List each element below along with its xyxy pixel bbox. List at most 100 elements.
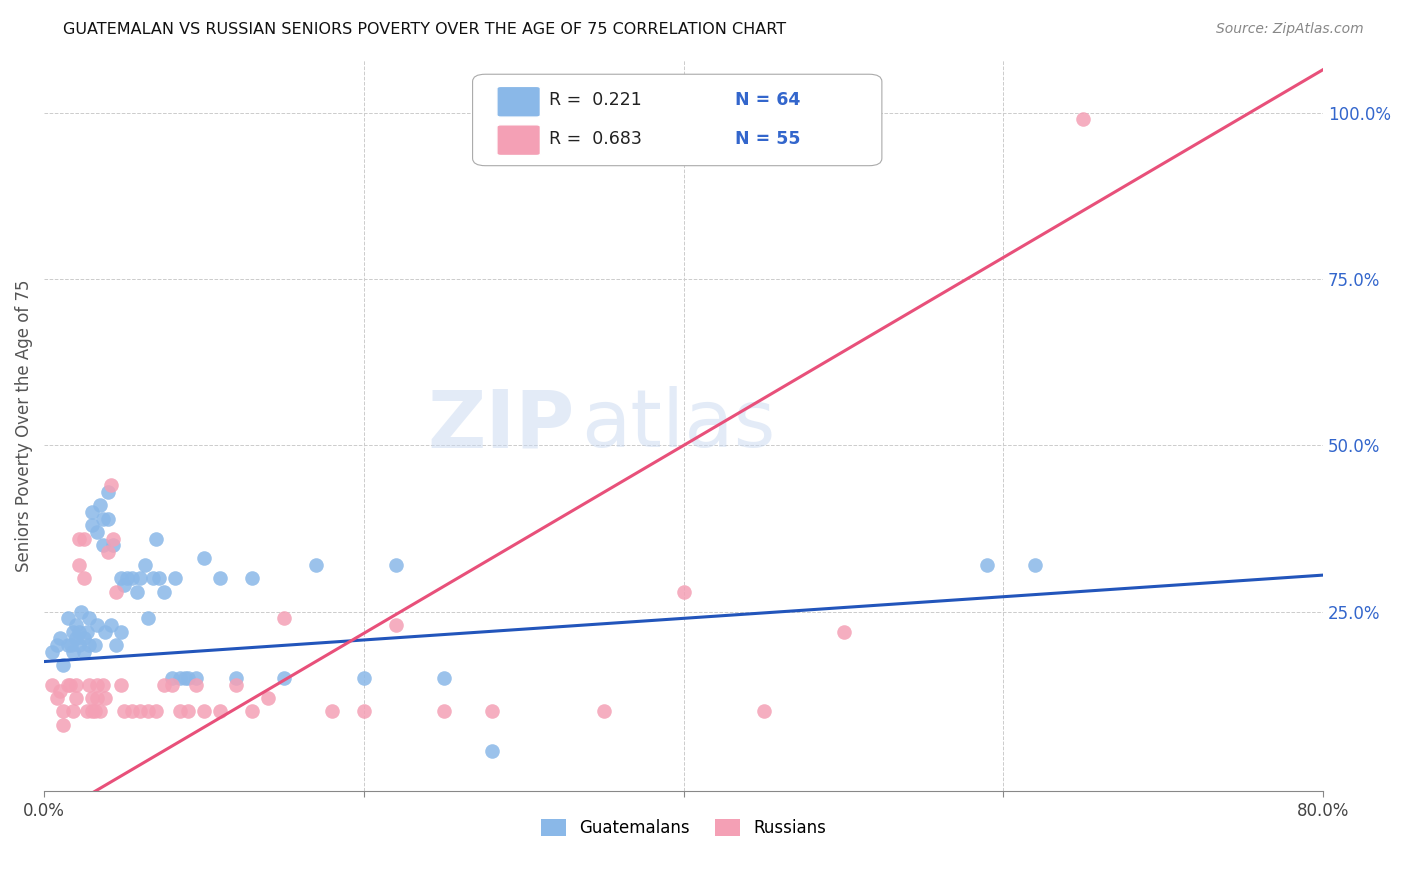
Point — [433, 705, 456, 719]
Point — [52, 705, 75, 719]
Point — [94, 624, 117, 639]
Point — [1071, 112, 1094, 127]
Point — [101, 538, 124, 552]
Point — [56, 638, 79, 652]
Point — [86, 691, 108, 706]
Point — [321, 705, 343, 719]
Point — [385, 618, 408, 632]
Point — [89, 498, 111, 512]
Point — [97, 485, 120, 500]
Point — [52, 718, 75, 732]
Point — [97, 545, 120, 559]
Point — [65, 678, 87, 692]
Point — [49, 632, 72, 646]
Point — [73, 632, 96, 646]
Text: N = 55: N = 55 — [735, 129, 800, 148]
Point — [353, 671, 375, 685]
FancyBboxPatch shape — [496, 87, 540, 117]
Point — [208, 705, 231, 719]
Point — [976, 558, 998, 573]
Point — [110, 571, 132, 585]
Text: N = 64: N = 64 — [735, 91, 800, 110]
Legend: Guatemalans, Russians: Guatemalans, Russians — [533, 810, 835, 845]
Point — [184, 678, 207, 692]
Point — [73, 532, 96, 546]
Point — [136, 611, 159, 625]
Point — [184, 671, 207, 685]
Point — [52, 657, 75, 672]
Point — [121, 705, 143, 719]
Point — [173, 671, 195, 685]
Point — [65, 691, 87, 706]
Point — [77, 678, 100, 692]
Point — [76, 705, 98, 719]
Point — [73, 644, 96, 658]
Point — [169, 705, 191, 719]
Point — [67, 624, 90, 639]
Point — [165, 571, 187, 585]
Point — [117, 571, 139, 585]
Point — [145, 705, 167, 719]
Point — [672, 584, 695, 599]
Point — [193, 705, 215, 719]
Point — [481, 705, 503, 719]
Text: R =  0.221: R = 0.221 — [550, 91, 643, 110]
Point — [112, 705, 135, 719]
Text: Source: ZipAtlas.com: Source: ZipAtlas.com — [1216, 22, 1364, 37]
Point — [112, 578, 135, 592]
Point — [84, 638, 107, 652]
Point — [65, 632, 87, 646]
Point — [80, 518, 103, 533]
Point — [208, 571, 231, 585]
Point — [86, 618, 108, 632]
Point — [136, 705, 159, 719]
Point — [145, 532, 167, 546]
Point — [305, 558, 328, 573]
Y-axis label: Seniors Poverty Over the Age of 75: Seniors Poverty Over the Age of 75 — [15, 279, 32, 572]
Point — [110, 624, 132, 639]
Point — [1024, 558, 1046, 573]
Point — [100, 618, 122, 632]
Point — [225, 671, 247, 685]
Point — [89, 705, 111, 719]
Point — [257, 691, 280, 706]
Point — [67, 532, 90, 546]
Point — [142, 571, 165, 585]
Point — [134, 558, 156, 573]
Point — [129, 705, 152, 719]
Point — [76, 624, 98, 639]
Text: atlas: atlas — [581, 386, 776, 465]
Point — [86, 678, 108, 692]
Point — [832, 624, 855, 639]
Point — [77, 638, 100, 652]
Point — [94, 691, 117, 706]
Point — [56, 611, 79, 625]
Point — [70, 605, 93, 619]
Point — [752, 705, 775, 719]
Point — [59, 678, 82, 692]
Point — [73, 571, 96, 585]
Point — [385, 558, 408, 573]
Point — [91, 678, 114, 692]
Point — [91, 511, 114, 525]
Point — [65, 618, 87, 632]
Point — [225, 678, 247, 692]
Point — [49, 684, 72, 698]
Point — [110, 678, 132, 692]
Point — [592, 705, 614, 719]
Point — [160, 678, 183, 692]
Point — [62, 624, 84, 639]
Point — [41, 678, 63, 692]
Point — [273, 611, 295, 625]
Point — [62, 705, 84, 719]
Point — [121, 571, 143, 585]
Point — [193, 551, 215, 566]
Point — [45, 638, 67, 652]
Point — [80, 691, 103, 706]
Point — [80, 705, 103, 719]
Point — [86, 524, 108, 539]
Point — [433, 671, 456, 685]
Point — [97, 511, 120, 525]
Point — [273, 671, 295, 685]
Point — [125, 584, 148, 599]
